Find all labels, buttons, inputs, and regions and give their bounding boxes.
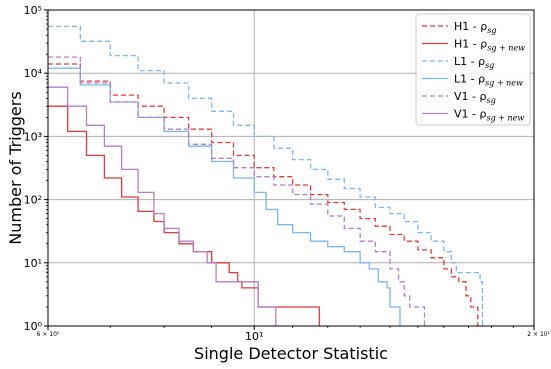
x-axis-label: Single Detector Statistic	[194, 344, 388, 363]
legend-entry: H1 - ρsg + new	[454, 38, 525, 53]
series-line-1	[48, 105, 320, 326]
plot-frame	[47, 9, 535, 327]
legend-entry: H1 - ρsg	[454, 20, 496, 35]
x-tick-label: 10¹	[245, 330, 263, 343]
y-tick-label: 10⁵	[24, 4, 42, 17]
legend-entry: V1 - ρsg + new	[454, 108, 524, 123]
x-tick-label: 6 × 10⁰	[37, 331, 60, 338]
y-tick-label: 10⁰	[24, 320, 43, 333]
series-line-3	[48, 67, 401, 326]
y-tick-label: 10³	[24, 130, 42, 143]
y-axis-label: Number of Triggers	[6, 91, 25, 244]
series-line-0	[48, 63, 479, 326]
series-layer	[48, 25, 484, 326]
series-line-4	[48, 56, 426, 326]
y-tick-label: 10¹	[24, 257, 42, 270]
legend: H1 - ρsg H1 - ρsg + new L1 - ρsg L1 - ρsg +…	[415, 13, 531, 126]
series-line-5	[48, 86, 277, 326]
y-tick-label: 10²	[24, 194, 42, 207]
y-tick-label: 10⁴	[24, 67, 43, 80]
x-tick-label: 2 × 10¹	[527, 331, 550, 338]
legend-entry: L1 - ρsg + new	[454, 73, 523, 88]
legend-entry: L1 - ρsg	[454, 55, 494, 70]
ticks: 10⁰ 10¹ 10² 10³ 10⁴ 10⁵ 6 × 10⁰ 10¹ 2 × 10¹	[24, 4, 551, 343]
legend-box	[415, 13, 531, 126]
legend-entry: V1 - ρsg	[454, 90, 496, 105]
series-line-2	[48, 25, 484, 326]
